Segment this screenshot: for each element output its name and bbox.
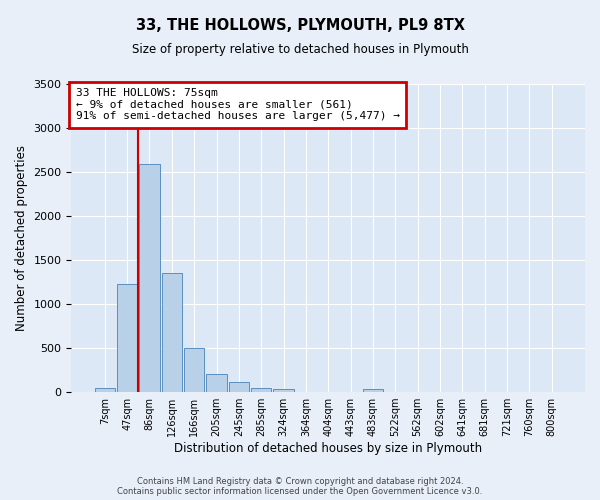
Bar bbox=[95, 388, 115, 392]
Bar bbox=[117, 284, 137, 392]
Y-axis label: Number of detached properties: Number of detached properties bbox=[15, 145, 28, 331]
Text: Contains HM Land Registry data © Crown copyright and database right 2024.: Contains HM Land Registry data © Crown c… bbox=[137, 477, 463, 486]
Bar bbox=[251, 388, 271, 392]
X-axis label: Distribution of detached houses by size in Plymouth: Distribution of detached houses by size … bbox=[174, 442, 482, 455]
Bar bbox=[162, 274, 182, 392]
Text: 33, THE HOLLOWS, PLYMOUTH, PL9 8TX: 33, THE HOLLOWS, PLYMOUTH, PL9 8TX bbox=[136, 18, 464, 32]
Bar bbox=[274, 388, 293, 392]
Bar bbox=[139, 164, 160, 392]
Bar bbox=[363, 390, 383, 392]
Text: 33 THE HOLLOWS: 75sqm
← 9% of detached houses are smaller (561)
91% of semi-deta: 33 THE HOLLOWS: 75sqm ← 9% of detached h… bbox=[76, 88, 400, 122]
Bar bbox=[206, 374, 227, 392]
Text: Size of property relative to detached houses in Plymouth: Size of property relative to detached ho… bbox=[131, 42, 469, 56]
Bar bbox=[229, 382, 249, 392]
Text: Contains public sector information licensed under the Open Government Licence v3: Contains public sector information licen… bbox=[118, 487, 482, 496]
Bar bbox=[184, 348, 204, 392]
